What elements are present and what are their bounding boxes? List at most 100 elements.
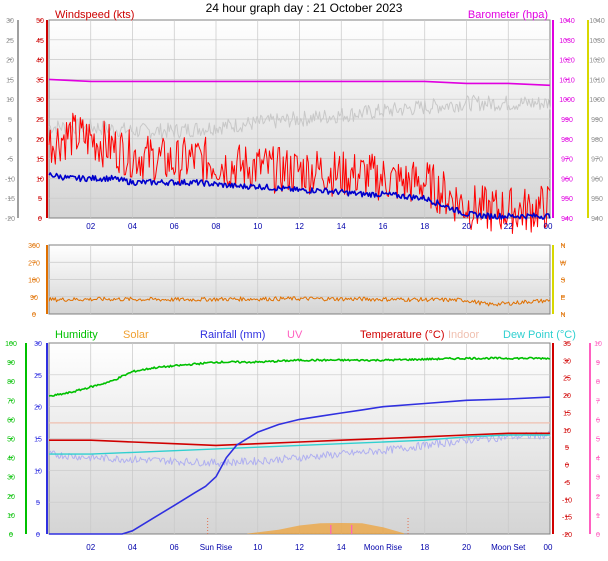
wind-x-tick: 04 — [128, 222, 137, 231]
gust-grey-series — [48, 94, 551, 140]
wind-outer-left-tick: 5 — [8, 117, 12, 124]
wind-x-tick: 18 — [420, 222, 429, 231]
wind-outer-right-tick: 970 — [591, 157, 603, 164]
legend-4: Temperature (°C) — [360, 329, 444, 341]
wind-left-tick: 35 — [36, 77, 44, 84]
barometer-series — [48, 78, 551, 87]
rain-tick: 30 — [34, 341, 42, 348]
wind-outer-left-tick: 15 — [6, 77, 14, 84]
wind-x-tick: 02 — [86, 222, 95, 231]
wind-left-tick: 50 — [36, 18, 44, 25]
thp-x-tick: 14 — [337, 543, 346, 552]
wind-outer-left-tick: -20 — [5, 216, 15, 223]
humidity-tick: 20 — [7, 494, 15, 501]
rain-tick: 15 — [34, 437, 42, 444]
wind-outer-right-tick: 960 — [591, 176, 603, 183]
rain-tick: 5 — [36, 500, 40, 507]
temperature-tick: 20 — [563, 393, 571, 400]
wind-x-tick: 00 — [544, 222, 553, 231]
thp-x-tick: 00 — [544, 543, 553, 552]
barometer-axis-label: Barometer (hpa) — [468, 9, 548, 21]
wind-outer-right-tick: 990 — [591, 117, 603, 124]
humidity-tick: 80 — [7, 379, 15, 386]
wind-right-tick: 950 — [561, 196, 573, 203]
thp-x-tick: Sun Rise — [200, 543, 233, 552]
wind-outer-left-tick: 0 — [8, 137, 12, 144]
wind-x-tick: 06 — [170, 222, 179, 231]
rainfall-series — [49, 396, 551, 535]
uv-tick: 10 — [594, 341, 602, 348]
wind-x-tick: 12 — [295, 222, 304, 231]
temperature-tick: -10 — [562, 497, 572, 504]
humidity-series — [48, 356, 551, 397]
humidity-tick: 100 — [5, 341, 17, 348]
wind-right-tick: 940 — [561, 216, 573, 223]
uv-tick: 9 — [596, 360, 600, 367]
wind-outer-right-tick: 1010 — [589, 77, 605, 84]
thp-x-tick: 10 — [253, 543, 262, 552]
solar-area — [247, 523, 404, 534]
wind-direction-series — [48, 296, 551, 307]
wind-left-tick: 30 — [36, 97, 44, 104]
wind-outer-left-tick: 20 — [6, 58, 14, 65]
temperature-tick: 25 — [563, 376, 571, 383]
uv-tick: 2 — [596, 494, 600, 501]
rain-tick: 25 — [34, 373, 42, 380]
wind-left-tick: 0 — [38, 216, 42, 223]
thp-x-tick: Moon Set — [491, 543, 526, 552]
temperature-tick: 5 — [565, 445, 569, 452]
wind-outer-right-tick: 1030 — [589, 38, 605, 45]
wind-x-tick: 16 — [379, 222, 388, 231]
rain-tick: 20 — [34, 405, 42, 412]
wind-right-tick: 990 — [561, 117, 573, 124]
wind-outer-right-tick: 1040 — [589, 18, 605, 25]
wind-right-tick: 1010 — [559, 77, 575, 84]
thp-x-tick: 02 — [86, 543, 95, 552]
wind-outer-left-tick: 30 — [6, 18, 14, 25]
wind-left-tick: 45 — [36, 38, 44, 45]
rain-tick: 10 — [34, 468, 42, 475]
humidity-tick: 40 — [7, 456, 15, 463]
wind-x-tick: 22 — [504, 222, 513, 231]
direction-left-tick: 0 — [32, 312, 36, 319]
wind-outer-right-tick: 940 — [591, 216, 603, 223]
wind-outer-right-tick: 950 — [591, 196, 603, 203]
dewpoint-series — [49, 434, 550, 455]
humidity-tick: 90 — [7, 360, 15, 367]
wind-outer-left-tick: 10 — [6, 97, 14, 104]
windspeed-series — [48, 112, 551, 234]
direction-left-tick: 90 — [30, 295, 38, 302]
lavender-series — [48, 430, 551, 467]
wind-right-tick: 1030 — [559, 38, 575, 45]
wind-outer-right-tick: 980 — [591, 137, 603, 144]
temperature-tick: 35 — [563, 341, 571, 348]
thp-x-tick: 04 — [128, 543, 137, 552]
windspeed-axis-label: Windspeed (kts) — [55, 9, 134, 21]
wind-outer-right-tick: 1020 — [589, 58, 605, 65]
wind-left-tick: 40 — [36, 58, 44, 65]
humidity-tick: 50 — [7, 437, 15, 444]
wind-left-tick: 10 — [36, 176, 44, 183]
wind-right-tick: 1020 — [559, 58, 575, 65]
humidity-tick: 10 — [7, 513, 15, 520]
temperature-tick: -20 — [562, 532, 572, 539]
wind-x-tick: 08 — [212, 222, 221, 231]
wind-right-tick: 980 — [561, 137, 573, 144]
direction-right-tick: N — [560, 243, 565, 250]
legend-0: Humidity — [55, 329, 98, 341]
legend-6: Dew Point (°C) — [503, 329, 576, 341]
wind-right-tick: 1000 — [559, 97, 575, 104]
wind-right-tick: 970 — [561, 157, 573, 164]
temperature-tick: -5 — [564, 480, 570, 487]
uv-tick: 4 — [596, 456, 600, 463]
legend-5: Indoor — [448, 329, 480, 341]
wind-outer-left-tick: -15 — [5, 196, 15, 203]
direction-right-tick: S — [561, 278, 566, 285]
uv-tick: 1 — [596, 513, 600, 520]
temperature-series — [49, 432, 550, 447]
thp-x-tick: 06 — [170, 543, 179, 552]
legend-2: Rainfall (mm) — [200, 329, 265, 341]
temperature-tick: 30 — [563, 358, 571, 365]
